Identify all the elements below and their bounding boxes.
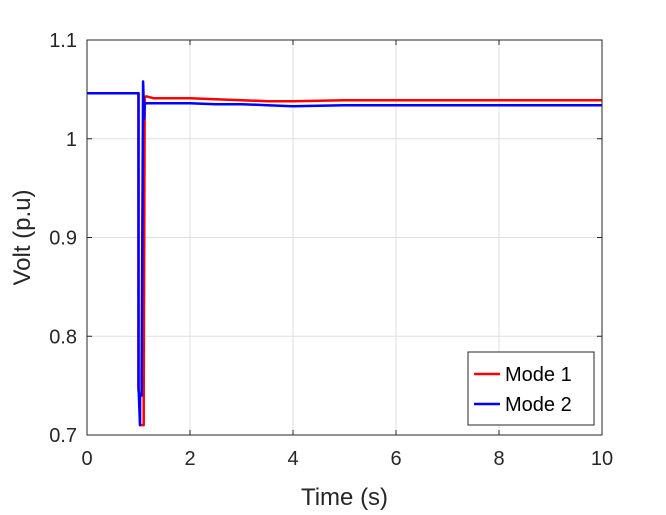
y-tick-label: 0.8: [49, 326, 77, 348]
x-axis-label: Time (s): [301, 484, 388, 511]
y-axis-label: Volt (p.u): [9, 189, 36, 285]
legend-box: [467, 351, 595, 426]
axis-ticks: 0 2 4 6 8 10 0.7 0.8 0.9 1 1.1: [49, 30, 613, 470]
y-tick-label: 0.9: [49, 228, 77, 250]
x-tick-label: 0: [81, 448, 92, 470]
x-tick-label: 10: [591, 448, 613, 470]
legend-label-mode-2: Mode 2: [505, 394, 572, 416]
y-tick-label: 1: [66, 129, 77, 151]
series-line-mode-2: [87, 80, 602, 427]
x-tick-label: 2: [184, 448, 195, 470]
legend: Mode 1 Mode 2: [467, 351, 595, 426]
plot-series: [87, 80, 602, 427]
x-tick-label: 4: [287, 448, 298, 470]
x-tick-label: 6: [390, 448, 401, 470]
y-tick-label: 1.1: [49, 30, 77, 52]
x-tick-label: 8: [493, 448, 504, 470]
legend-label-mode-1: Mode 1: [505, 364, 572, 386]
y-tick-label: 0.7: [49, 425, 77, 447]
